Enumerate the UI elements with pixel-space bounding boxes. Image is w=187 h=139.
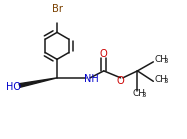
Text: CH: CH [155,75,168,84]
Text: HO: HO [6,82,21,92]
Polygon shape [19,78,57,87]
Text: O: O [117,76,125,86]
Text: CH: CH [155,55,168,64]
Text: 3: 3 [141,92,146,98]
Text: 3: 3 [163,58,168,64]
Text: CH: CH [133,89,146,98]
Text: 3: 3 [163,78,168,84]
Text: O: O [100,49,108,59]
Text: Br: Br [52,4,62,14]
Text: NH: NH [84,74,98,84]
